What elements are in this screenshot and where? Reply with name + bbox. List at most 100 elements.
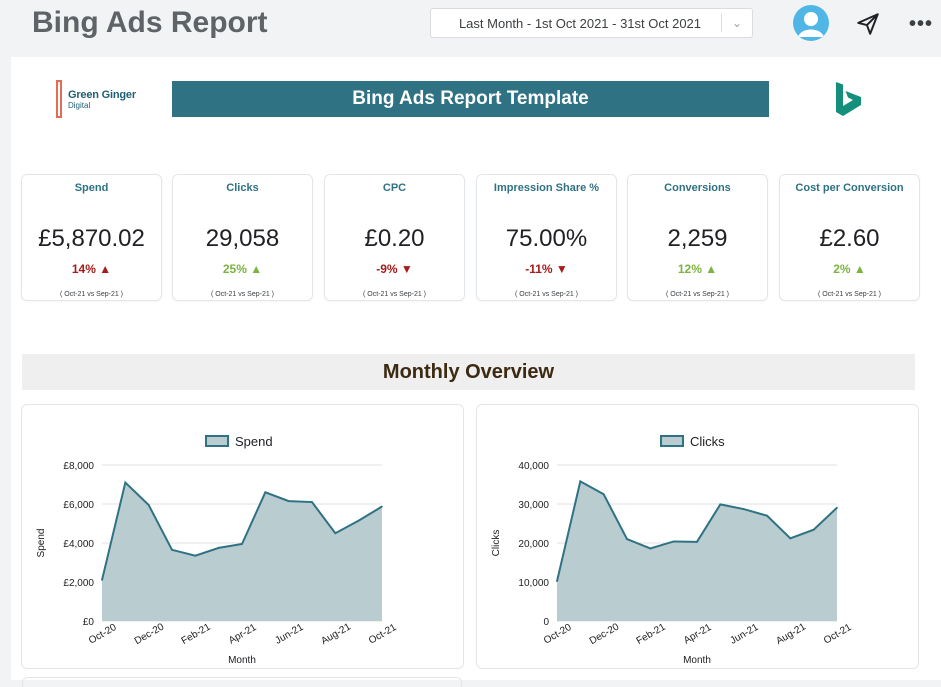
legend-swatch <box>205 435 229 447</box>
y-tick-label: £8,000 <box>63 461 94 472</box>
kpi-delta-value: 12% <box>677 262 702 276</box>
legend-label: Clicks <box>690 434 725 449</box>
arrow-up-icon: ▲ <box>705 262 718 276</box>
kpi-label: Clicks <box>226 182 259 194</box>
kpi-value: 29,058 <box>205 225 280 252</box>
section-title: Monthly Overview <box>22 354 915 390</box>
x-tick-label: Apr-21 <box>682 622 714 647</box>
kpi-label: Impression Share % <box>493 182 600 194</box>
data-point <box>649 547 652 550</box>
report-banner-title: Bing Ads Report Template <box>172 81 769 117</box>
kpi-comparison: ( Oct-21 vs Sep-21 ) <box>817 291 882 298</box>
user-icon <box>798 12 824 37</box>
logo-text-main: Green Ginger <box>68 89 136 101</box>
data-point <box>579 480 582 483</box>
kpi-value: £5,870.02 <box>38 225 145 252</box>
y-tick-label: 20,000 <box>518 539 549 550</box>
data-point <box>311 501 313 503</box>
x-tick-label: Oct-21 <box>822 622 854 647</box>
data-point <box>241 543 243 545</box>
kpi-comparison: ( Oct-21 vs Sep-21 ) <box>665 291 730 298</box>
x-tick-label: Apr-21 <box>227 622 259 647</box>
y-tick-label: 40,000 <box>518 461 549 472</box>
kpi-label: CPC <box>382 182 407 194</box>
page-title: Bing Ads Report <box>32 6 268 39</box>
date-range-selector[interactable]: Last Month - 1st Oct 2021 - 31st Oct 202… <box>430 8 753 38</box>
logo-text-sub: Digital <box>68 101 91 110</box>
data-point <box>602 493 605 496</box>
top-bar: Bing Ads Report Last Month - 1st Oct 202… <box>0 0 941 50</box>
data-point <box>766 514 768 517</box>
kpi-delta-value: 25% <box>222 262 247 276</box>
kpi-delta: 25% ▲ <box>173 262 312 276</box>
data-point <box>334 532 337 535</box>
kpi-comparison: ( Oct-21 vs Sep-21 ) <box>362 291 427 298</box>
kpi-delta: -9% ▼ <box>325 262 464 276</box>
data-point <box>124 481 127 484</box>
arrow-up-icon: ▲ <box>250 262 263 276</box>
data-point <box>812 528 815 531</box>
x-tick-label: Jun-21 <box>273 622 305 647</box>
data-point <box>357 519 360 522</box>
legend-label: Spend <box>235 434 273 449</box>
kpi-comparison: ( Oct-21 vs Sep-21 ) <box>59 291 124 298</box>
kpi-value: £0.20 <box>364 225 425 252</box>
kpi-delta-value: -11% <box>525 262 553 276</box>
chevron-down-icon[interactable]: ⌄ <box>731 16 743 30</box>
spend-chart-card: £0 £2,000 £4,000 £6,000 £8,000 Oct-20 Dec-20 Fe… <box>21 404 464 669</box>
data-point <box>836 506 838 509</box>
y-tick-label: £2,000 <box>63 578 94 589</box>
more-options-icon[interactable]: ••• <box>909 13 934 35</box>
kpi-value: £2.60 <box>819 225 880 252</box>
y-tick-label: 0 <box>543 617 549 628</box>
avatar[interactable] <box>793 5 829 41</box>
y-tick-label: £0 <box>83 617 95 628</box>
kpi-delta-value: 2% <box>833 262 851 276</box>
kpi-delta: 14% ▲ <box>22 262 161 276</box>
report-canvas: Green Ginger Digital Bing Ads Report Tem… <box>11 57 941 687</box>
kpi-label: Cost per Conversion <box>795 182 904 194</box>
x-tick-label: Dec-20 <box>133 621 167 647</box>
next-card-edge <box>22 677 462 687</box>
bing-logo-icon <box>836 82 861 116</box>
legend-swatch <box>660 435 684 447</box>
kpi-card-conversions: Conversions 2,259 12% ▲ ( Oct-21 vs Sep-… <box>627 174 768 301</box>
data-point <box>556 580 558 583</box>
data-point <box>194 554 197 557</box>
kpi-delta: 2% ▲ <box>780 262 919 276</box>
y-tick-label: 30,000 <box>518 500 549 511</box>
x-tick-label: Aug-21 <box>774 621 808 647</box>
data-point <box>217 547 220 549</box>
y-tick-label: £6,000 <box>63 500 94 511</box>
data-point <box>381 505 383 508</box>
x-tick-label: Oct-21 <box>367 622 399 647</box>
arrow-down-icon: ▼ <box>555 262 568 276</box>
divider <box>721 14 722 32</box>
x-tick-label: Jun-21 <box>728 622 760 647</box>
send-icon[interactable] <box>855 11 881 37</box>
x-tick-label: Dec-20 <box>588 621 622 647</box>
data-point <box>626 538 628 540</box>
kpi-delta: 12% ▲ <box>628 262 767 276</box>
data-point <box>101 579 103 581</box>
kpi-value: 2,259 <box>667 225 728 252</box>
arrow-up-icon: ▲ <box>853 262 866 276</box>
area-fill <box>102 482 382 621</box>
data-point <box>147 504 150 506</box>
data-point <box>264 491 267 494</box>
company-logo: Green Ginger Digital <box>56 80 136 120</box>
clicks-chart-card: 0 10,000 20,000 30,000 40,000 Oct-20 Dec-20 Feb… <box>476 404 919 669</box>
kpi-card-clicks: Clicks 29,058 25% ▲ ( Oct-21 vs Sep-21 ) <box>172 174 313 301</box>
arrow-down-icon: ▼ <box>400 262 413 276</box>
data-point <box>287 500 290 502</box>
data-point <box>789 537 792 540</box>
kpi-label: Conversions <box>664 182 731 194</box>
x-tick-label: Aug-21 <box>319 621 353 647</box>
date-range-label: Last Month - 1st Oct 2021 - 31st Oct 202… <box>458 15 702 31</box>
kpi-card-cost-per-conversion: Cost per Conversion £2.60 2% ▲ ( Oct-21 … <box>779 174 920 301</box>
kpi-comparison: ( Oct-21 vs Sep-21 ) <box>210 291 275 298</box>
x-tick-label: Feb-21 <box>635 621 668 647</box>
data-point <box>696 541 698 543</box>
